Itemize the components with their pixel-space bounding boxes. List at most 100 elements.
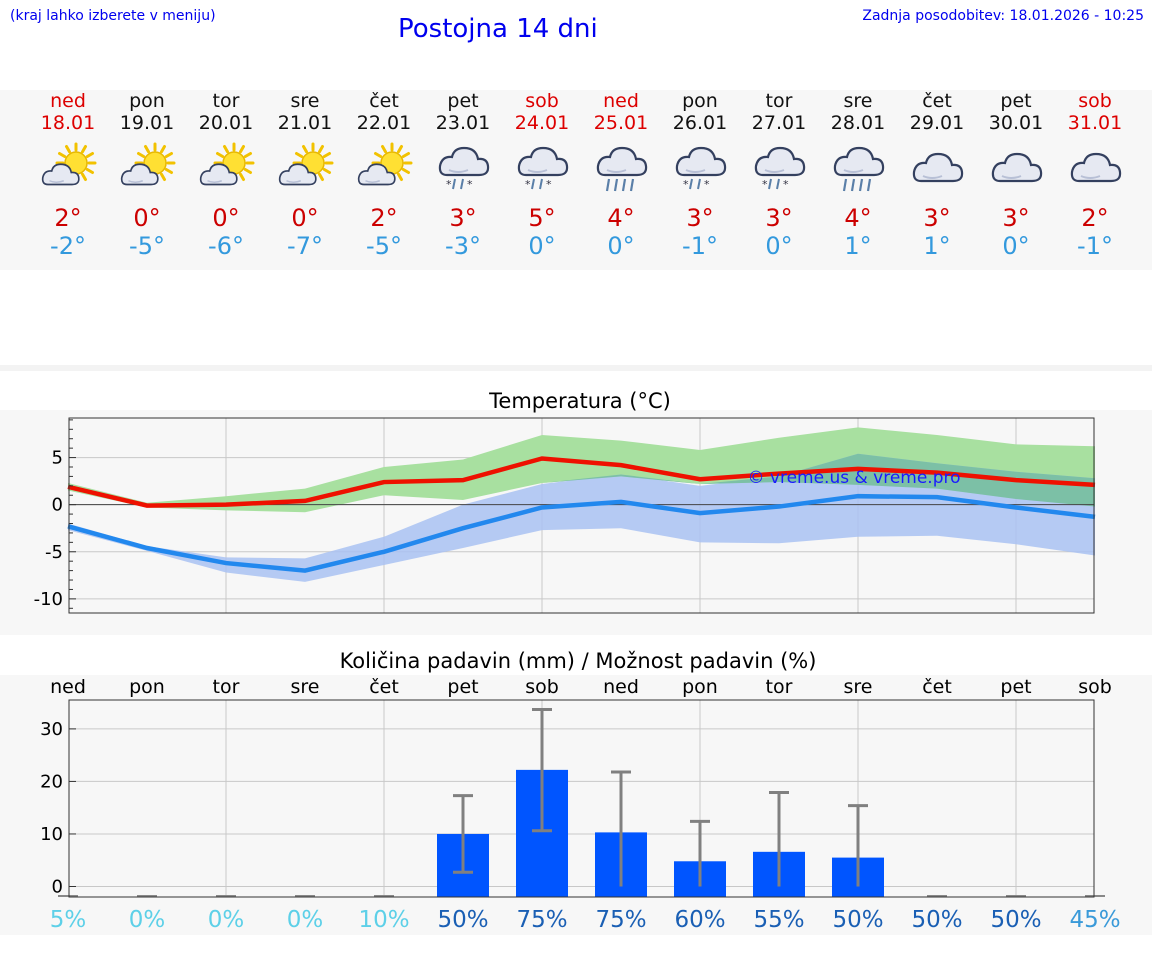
day-date: 23.01 <box>435 112 491 134</box>
temperature-chart: Temperatura (°C) -10 -5 0 5 © vreme.us & vre… <box>0 389 1152 635</box>
min-temp: 1° <box>844 232 872 260</box>
min-temp: -2° <box>50 232 86 260</box>
day-column: čet 22.01 2° -5° <box>344 90 424 260</box>
min-temp: 0° <box>528 232 556 260</box>
day-name: pon <box>129 90 165 112</box>
min-temp: 0° <box>1002 232 1030 260</box>
min-temp: -3° <box>445 232 481 260</box>
precip-day-label: sre <box>291 676 320 698</box>
day-date: 18.01 <box>40 112 96 134</box>
day-date: 26.01 <box>672 112 728 134</box>
cloud-rain-icon <box>833 146 885 192</box>
page-title: Postojna 14 dni <box>398 14 598 44</box>
temp-y-tick-label: -5 <box>45 542 63 563</box>
last-update-text: Zadnja posodobitev: 18.01.2026 - 10:25 <box>862 8 1144 24</box>
day-column: tor 20.01 0° -6° <box>186 90 266 260</box>
max-temp: 4° <box>844 204 872 232</box>
day-column: ned 25.01 4° 0° <box>581 90 661 260</box>
precip-day-label: sob <box>525 676 559 698</box>
day-date: 19.01 <box>119 112 175 134</box>
day-date: 30.01 <box>988 112 1044 134</box>
day-date: 20.01 <box>198 112 254 134</box>
min-temp: -5° <box>129 232 165 260</box>
day-date: 31.01 <box>1067 112 1123 134</box>
sun-cloud-icon <box>120 142 176 186</box>
day-date: 21.01 <box>277 112 333 134</box>
svg-text:*: * <box>546 178 552 191</box>
cloud-shape <box>1070 152 1122 183</box>
max-temp: 2° <box>1081 204 1109 232</box>
precip-day-label: ned <box>603 676 639 698</box>
temp-y-tick-label: 5 <box>52 448 63 469</box>
day-name: pon <box>682 90 718 112</box>
day-name: sob <box>1078 90 1112 112</box>
day-column: sre 28.01 4° 1° <box>818 90 898 260</box>
day-name: pet <box>1000 90 1032 112</box>
day-date: 27.01 <box>751 112 807 134</box>
watermark-text: © vreme.us & vreme.pro <box>747 468 960 488</box>
max-temp: 4° <box>607 204 635 232</box>
max-temp: 3° <box>923 204 951 232</box>
day-date: 29.01 <box>909 112 965 134</box>
cloud-shape <box>991 152 1043 183</box>
precip-day-label: pon <box>129 676 165 698</box>
day-name: ned <box>603 90 639 112</box>
day-name: pet <box>447 90 479 112</box>
max-temp: 3° <box>686 204 714 232</box>
cloud-icon <box>912 152 964 183</box>
cloud-shape <box>120 163 159 186</box>
section-divider <box>0 365 1152 371</box>
precip-probability-label: 0% <box>208 907 245 933</box>
precip-plot-frame <box>68 699 1095 898</box>
cloud-rain-icon <box>596 146 648 192</box>
cloud-shape <box>357 163 396 186</box>
precip-chart-title: Količina padavin (mm) / Možnost padavin … <box>340 649 817 673</box>
day-date: 24.01 <box>514 112 570 134</box>
weather-icon <box>1055 134 1135 204</box>
max-temp: 0° <box>291 204 319 232</box>
sun-cloud-icon <box>199 142 255 186</box>
precip-day-label: sre <box>844 676 873 698</box>
weather-icon <box>28 134 108 204</box>
weather-icon: * * <box>660 134 740 204</box>
sun-cloud-icon <box>41 142 97 186</box>
precip-day-label: čet <box>369 676 399 698</box>
precip-day-label: pet <box>1000 676 1031 698</box>
day-date: 22.01 <box>356 112 412 134</box>
precip-probability-label: 50% <box>832 907 883 933</box>
max-temp: 2° <box>54 204 82 232</box>
day-name: sre <box>290 90 320 112</box>
precip-probability-label: 50% <box>911 907 962 933</box>
min-temp: 0° <box>765 232 793 260</box>
day-date: 28.01 <box>830 112 886 134</box>
weather-icon <box>976 134 1056 204</box>
precipitation-chart: Količina padavin (mm) / Možnost padavin … <box>0 649 1152 935</box>
cloud-shape <box>41 163 80 186</box>
weather-icon: * * <box>502 134 582 204</box>
weather-icon <box>818 134 898 204</box>
cloud-shape <box>517 146 569 177</box>
cloud-shape <box>833 146 885 177</box>
day-column: sre 21.01 0° -7° <box>265 90 345 260</box>
svg-text:*: * <box>525 178 531 191</box>
precip-probability-label: 45% <box>1069 907 1120 933</box>
max-temp: 0° <box>133 204 161 232</box>
precip-day-label: ned <box>50 676 86 698</box>
max-temp: 0° <box>212 204 240 232</box>
day-name: tor <box>765 90 793 112</box>
day-name: tor <box>212 90 240 112</box>
min-temp-range-band <box>68 453 1095 582</box>
cloud-shape <box>596 146 648 177</box>
max-temp: 5° <box>528 204 556 232</box>
min-temp: -1° <box>682 232 718 260</box>
temp-plot-frame <box>68 417 1095 614</box>
day-column: pon 26.01 * * 3° -1° <box>660 90 740 260</box>
precip-probability-label: 55% <box>753 907 804 933</box>
day-column: tor 27.01 * * 3° 0° <box>739 90 819 260</box>
min-temp: 1° <box>923 232 951 260</box>
weather-icon: * * <box>423 134 503 204</box>
day-name: čet <box>922 90 952 112</box>
precip-probability-label: 75% <box>595 907 646 933</box>
temp-chart-title: Temperatura (°C) <box>488 389 671 413</box>
weather-icon <box>186 134 266 204</box>
